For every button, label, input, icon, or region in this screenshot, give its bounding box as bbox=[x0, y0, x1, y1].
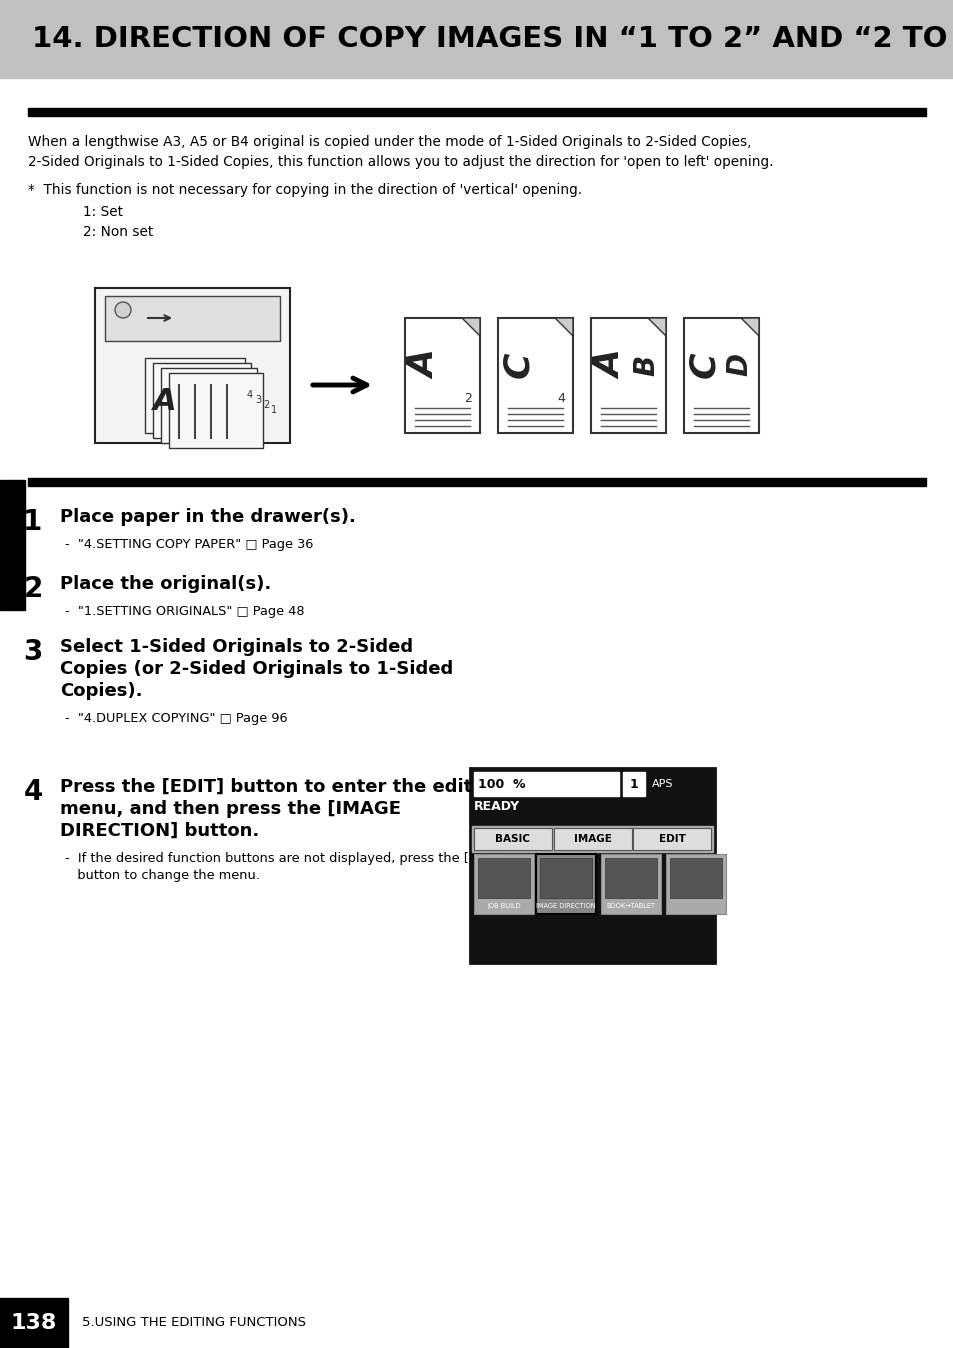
Text: 4: 4 bbox=[23, 778, 43, 806]
Text: DIRECTION] button.: DIRECTION] button. bbox=[60, 822, 259, 840]
Bar bbox=[470, 768, 714, 962]
Bar bbox=[539, 857, 592, 898]
Text: IMAGE DIRECTION: IMAGE DIRECTION bbox=[536, 903, 596, 909]
Polygon shape bbox=[461, 318, 479, 336]
Bar bbox=[633, 828, 710, 851]
Bar bbox=[472, 826, 712, 852]
Bar bbox=[604, 857, 657, 898]
Text: 1: 1 bbox=[271, 404, 276, 415]
Bar bbox=[145, 359, 245, 433]
Bar bbox=[665, 855, 725, 914]
Text: 4: 4 bbox=[557, 391, 564, 404]
Bar bbox=[622, 772, 644, 797]
Text: A: A bbox=[594, 350, 627, 379]
Polygon shape bbox=[555, 318, 573, 336]
Bar bbox=[28, 108, 925, 116]
Bar bbox=[169, 373, 263, 448]
Bar bbox=[0, 480, 25, 611]
Text: 2-Sided Originals to 1-Sided Copies, this function allows you to adjust the dire: 2-Sided Originals to 1-Sided Copies, thi… bbox=[28, 155, 773, 168]
Text: C: C bbox=[500, 352, 535, 379]
Text: Press the [EDIT] button to enter the edit: Press the [EDIT] button to enter the edi… bbox=[60, 778, 472, 797]
Text: 2: 2 bbox=[263, 400, 269, 410]
Text: 4: 4 bbox=[247, 390, 253, 400]
Text: Copies (or 2-Sided Originals to 1-Sided: Copies (or 2-Sided Originals to 1-Sided bbox=[60, 661, 453, 678]
Bar bbox=[105, 297, 280, 341]
Text: -  "4.DUPLEX COPYING" □ Page 96: - "4.DUPLEX COPYING" □ Page 96 bbox=[65, 712, 287, 725]
Bar bbox=[477, 857, 530, 898]
Text: Place paper in the drawer(s).: Place paper in the drawer(s). bbox=[60, 508, 355, 526]
Bar bbox=[554, 828, 631, 851]
Text: READY: READY bbox=[474, 799, 519, 813]
Text: 100  %: 100 % bbox=[477, 778, 525, 790]
Bar bbox=[95, 288, 290, 443]
Bar bbox=[474, 772, 618, 797]
Text: 2: 2 bbox=[463, 391, 472, 404]
Bar bbox=[474, 855, 534, 914]
Text: -  "4.SETTING COPY PAPER" □ Page 36: - "4.SETTING COPY PAPER" □ Page 36 bbox=[65, 538, 313, 551]
Text: 14. DIRECTION OF COPY IMAGES IN “1 TO 2” AND “2 TO 1”: 14. DIRECTION OF COPY IMAGES IN “1 TO 2”… bbox=[32, 26, 953, 53]
Text: Place the original(s).: Place the original(s). bbox=[60, 576, 271, 593]
Bar bbox=[600, 855, 660, 914]
Text: 3: 3 bbox=[254, 395, 261, 404]
Bar bbox=[161, 368, 256, 443]
Bar bbox=[590, 318, 665, 433]
Text: 2: Non set: 2: Non set bbox=[83, 225, 153, 239]
Text: Copies).: Copies). bbox=[60, 682, 142, 700]
Bar bbox=[0, 0, 953, 78]
Text: EDIT: EDIT bbox=[658, 834, 684, 844]
Bar bbox=[152, 363, 251, 438]
Text: Select 1-Sided Originals to 2-Sided: Select 1-Sided Originals to 2-Sided bbox=[60, 638, 413, 656]
Text: 1: 1 bbox=[629, 778, 638, 790]
Text: A: A bbox=[408, 350, 441, 379]
Bar bbox=[683, 318, 759, 433]
Polygon shape bbox=[740, 318, 759, 336]
Text: 3: 3 bbox=[23, 638, 43, 666]
Text: D: D bbox=[724, 353, 752, 376]
Bar bbox=[28, 479, 925, 487]
Text: 1: Set: 1: Set bbox=[83, 205, 123, 218]
Text: B: B bbox=[631, 355, 659, 376]
Text: button to change the menu.: button to change the menu. bbox=[65, 869, 259, 882]
Text: BOOK→TABLET: BOOK→TABLET bbox=[606, 903, 655, 909]
Text: 2: 2 bbox=[23, 576, 43, 603]
Text: BASIC: BASIC bbox=[495, 834, 530, 844]
Text: IMAGE: IMAGE bbox=[574, 834, 611, 844]
Bar bbox=[669, 857, 721, 898]
Bar bbox=[497, 318, 573, 433]
Text: A: A bbox=[152, 387, 176, 415]
Text: 138: 138 bbox=[10, 1313, 57, 1333]
Text: 1: 1 bbox=[24, 508, 43, 537]
Bar bbox=[405, 318, 479, 433]
Text: JOB BUILD: JOB BUILD bbox=[487, 903, 520, 909]
Polygon shape bbox=[647, 318, 665, 336]
Text: -  "1.SETTING ORIGINALS" □ Page 48: - "1.SETTING ORIGINALS" □ Page 48 bbox=[65, 605, 304, 617]
Bar bbox=[536, 855, 596, 914]
Text: menu, and then press the [IMAGE: menu, and then press the [IMAGE bbox=[60, 799, 400, 818]
Text: -  If the desired function buttons are not displayed, press the [Next]: - If the desired function buttons are no… bbox=[65, 852, 503, 865]
Text: *  This function is not necessary for copying in the direction of 'vertical' ope: * This function is not necessary for cop… bbox=[28, 183, 581, 197]
Bar bbox=[474, 828, 552, 851]
Circle shape bbox=[115, 302, 131, 318]
Text: 5.USING THE EDITING FUNCTIONS: 5.USING THE EDITING FUNCTIONS bbox=[82, 1317, 306, 1329]
Text: C: C bbox=[686, 352, 720, 379]
Bar bbox=[0, 1298, 68, 1348]
Text: When a lengthwise A3, A5 or B4 original is copied under the mode of 1-Sided Orig: When a lengthwise A3, A5 or B4 original … bbox=[28, 135, 751, 150]
Text: APS: APS bbox=[651, 779, 673, 789]
